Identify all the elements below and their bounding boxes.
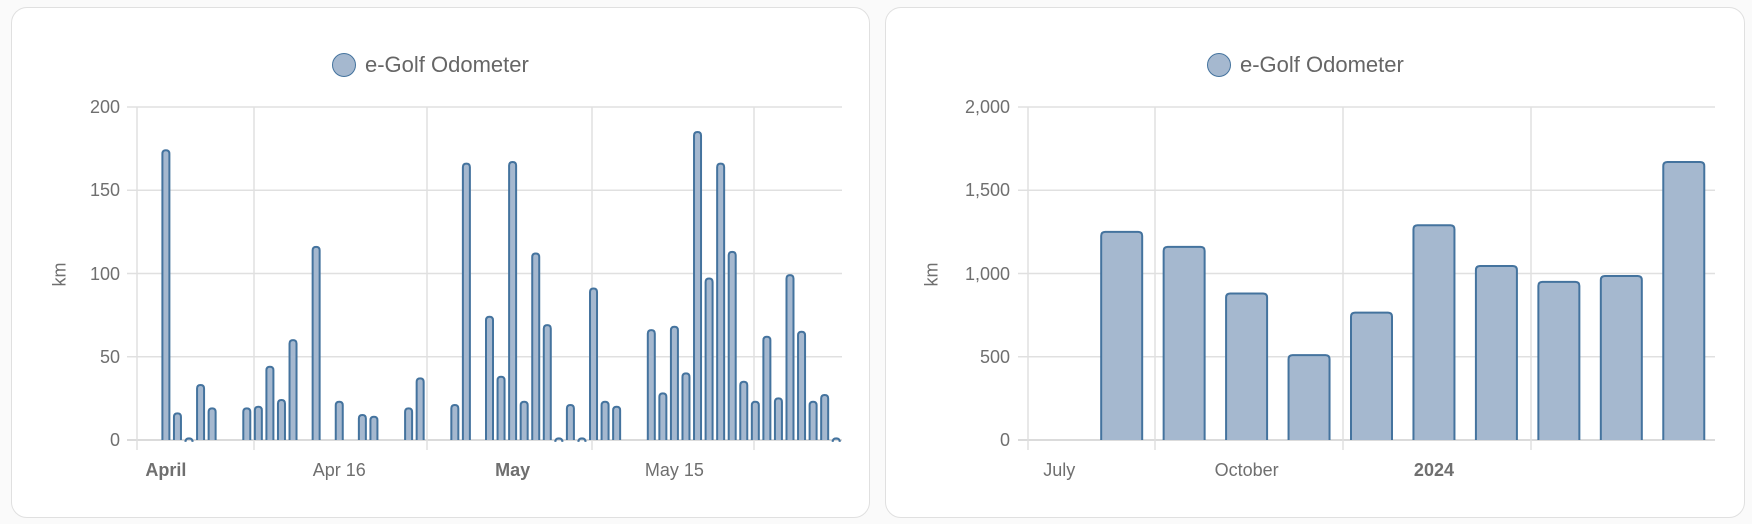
bar bbox=[450, 404, 460, 440]
y-tick-label: 2,000 bbox=[964, 97, 1010, 117]
bar bbox=[485, 315, 494, 440]
bar bbox=[334, 400, 344, 440]
bar bbox=[496, 375, 506, 440]
bar bbox=[669, 325, 679, 440]
bar bbox=[172, 412, 182, 440]
bar bbox=[357, 414, 367, 440]
bar bbox=[820, 394, 830, 440]
bar bbox=[531, 252, 541, 440]
bar bbox=[612, 405, 622, 440]
bar bbox=[785, 274, 795, 440]
bar bbox=[681, 372, 691, 440]
x-tick-label: May 15 bbox=[644, 460, 704, 480]
bar bbox=[1474, 265, 1518, 440]
y-tick-label: 200 bbox=[89, 97, 120, 117]
bar bbox=[369, 415, 379, 440]
bar bbox=[265, 365, 275, 440]
bar bbox=[750, 400, 760, 440]
bar bbox=[184, 437, 194, 442]
bar bbox=[658, 392, 668, 440]
bar bbox=[762, 335, 772, 440]
bar bbox=[1599, 274, 1643, 440]
bar bbox=[519, 400, 529, 440]
bar bbox=[253, 405, 263, 440]
y-tick-label: 1,000 bbox=[964, 263, 1010, 284]
bar bbox=[577, 437, 587, 442]
bar bbox=[1662, 160, 1706, 440]
bar bbox=[773, 397, 783, 440]
y-tick-label: 1,500 bbox=[964, 180, 1010, 201]
bar bbox=[288, 339, 298, 440]
legend-item-daily[interactable]: e-Golf Odometer bbox=[332, 52, 529, 78]
bar bbox=[508, 160, 518, 440]
bar bbox=[727, 250, 737, 440]
bar bbox=[415, 377, 425, 440]
bar bbox=[207, 407, 217, 440]
y-tick-label: 100 bbox=[89, 263, 120, 284]
bar bbox=[1537, 280, 1581, 440]
x-tick-label: July bbox=[1043, 460, 1076, 480]
x-tick-label: April bbox=[145, 460, 187, 480]
bar bbox=[646, 329, 656, 440]
y-tick-label: 150 bbox=[89, 180, 120, 201]
bar bbox=[600, 400, 610, 440]
x-tick-label: Apr 16 bbox=[312, 460, 366, 480]
bar bbox=[196, 384, 206, 440]
legend-label: e-Golf Odometer bbox=[1240, 52, 1404, 77]
bar bbox=[704, 277, 714, 440]
bar bbox=[1225, 292, 1269, 440]
bar bbox=[242, 407, 252, 440]
bar bbox=[831, 437, 841, 442]
bar bbox=[1412, 224, 1456, 440]
legend-swatch-icon bbox=[1207, 53, 1231, 77]
bar bbox=[1350, 311, 1393, 440]
bar bbox=[542, 324, 552, 440]
bar bbox=[808, 400, 818, 440]
bar bbox=[1287, 354, 1331, 440]
y-tick-label: 500 bbox=[979, 346, 1010, 367]
x-tick-label: May bbox=[495, 460, 531, 480]
x-tick-label: October bbox=[1214, 460, 1279, 480]
legend-label: e-Golf Odometer bbox=[365, 52, 529, 77]
bar bbox=[311, 245, 321, 440]
bar bbox=[589, 287, 599, 440]
bar bbox=[404, 407, 414, 440]
bar bbox=[1100, 230, 1144, 440]
x-tick-label: 2024 bbox=[1413, 460, 1454, 480]
y-tick-label: 0 bbox=[109, 430, 120, 450]
bar bbox=[797, 330, 807, 440]
legend-item-monthly[interactable]: e-Golf Odometer bbox=[1207, 52, 1404, 78]
bar bbox=[276, 399, 286, 440]
bar bbox=[461, 162, 471, 440]
bar bbox=[693, 130, 703, 440]
bar bbox=[739, 380, 749, 440]
bar bbox=[554, 437, 564, 442]
bar bbox=[565, 404, 575, 440]
legend-swatch-icon bbox=[332, 53, 356, 77]
bar bbox=[716, 162, 726, 440]
y-tick-label: 50 bbox=[99, 346, 120, 367]
daily-odometer-card bbox=[11, 7, 870, 518]
bar bbox=[1162, 245, 1206, 440]
bar bbox=[161, 149, 171, 440]
y-tick-label: 0 bbox=[999, 430, 1010, 450]
